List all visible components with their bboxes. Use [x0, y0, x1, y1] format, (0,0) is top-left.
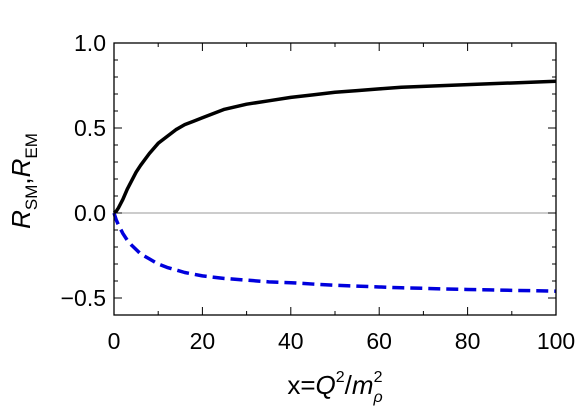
y-tick-label: 0.0	[74, 200, 106, 226]
x-tick-label: 80	[455, 328, 481, 354]
x-tick-label: 20	[190, 328, 216, 354]
y-tick-label: −0.5	[61, 285, 106, 311]
x-tick-label: 100	[537, 328, 575, 354]
solid-series-line	[112, 79, 557, 215]
x-tick-label: 60	[366, 328, 392, 354]
y-tick-label: 0.5	[74, 115, 106, 141]
dashed-series-line	[112, 212, 557, 293]
y-tick-label: 1.0	[74, 30, 106, 56]
x-axis-label: x=Q2/m2 ρ	[287, 369, 382, 406]
x-tick-label: 40	[278, 328, 304, 354]
x-tick-label: 0	[108, 328, 121, 354]
y-axis-label: RSM,REM	[6, 133, 41, 229]
